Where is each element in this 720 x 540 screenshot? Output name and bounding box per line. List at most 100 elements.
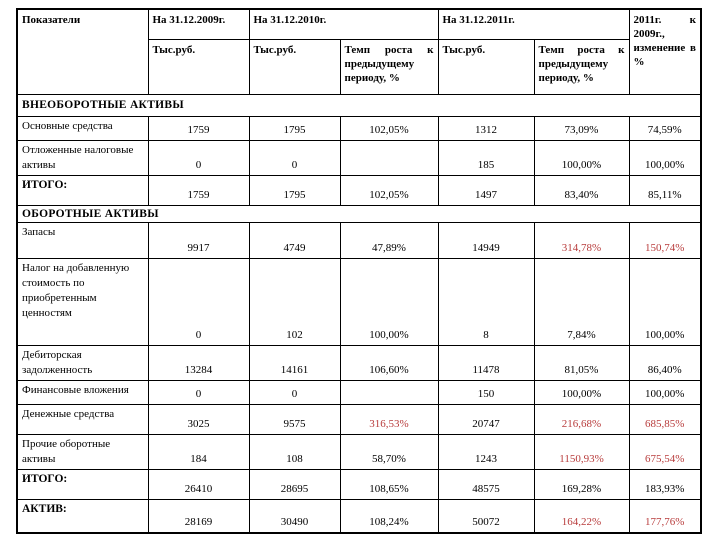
value-cell: 100,00% [339,257,439,346]
value-cell: 74,59% [628,115,702,141]
value-cell: 185 [437,139,535,176]
col-header-unit-2010: Тыс.руб. [248,38,341,95]
value-cell: 0 [147,379,250,405]
value-cell: 100,00% [628,379,702,405]
value-cell: 48575 [437,468,535,500]
value-cell: 1150,93% [533,433,630,470]
value-cell: 73,09% [533,115,630,141]
value-cell: 9917 [147,221,250,259]
col-header-date-2011: На 31.12.2011г. [437,8,630,40]
table-row: ИТОГО: 1759 1795 102,05% 1497 83,40% 85,11% [16,174,702,206]
value-cell: 30490 [248,498,341,534]
value-cell: 177,76% [628,498,702,534]
col-header-growth-2010: Темп роста к предыдущему периоду, % [339,38,439,95]
col-header-date-2009: На 31.12.2009г. [147,8,250,40]
row-label: Денежные средства [16,403,149,435]
table-row: Основные средства 1759 1795 102,05% 1312 73,0… [16,115,702,141]
section-label: ОБОРОТНЫЕ АКТИВЫ [16,204,702,223]
value-cell: 100,00% [628,139,702,176]
value-cell: 0 [147,257,250,346]
value-cell: 8 [437,257,535,346]
value-cell: 100,00% [533,379,630,405]
col-header-unit-2009: Тыс.руб. [147,38,250,95]
row-label: ИТОГО: [16,174,149,206]
value-cell: 316,53% [339,403,439,435]
value-cell: 0 [248,139,341,176]
table-header: Показатели На 31.12.2009г. На 31.12.2010… [16,8,702,95]
value-cell: 83,40% [533,174,630,206]
table-row: ИТОГО: 26410 28695 108,65% 48575 169,28% 183,9… [16,468,702,500]
value-cell: 14161 [248,344,341,381]
value-cell: 50072 [437,498,535,534]
value-cell: 184 [147,433,250,470]
value-cell: 100,00% [533,139,630,176]
col-header-date-2010: На 31.12.2010г. [248,8,439,40]
value-cell: 1243 [437,433,535,470]
value-cell: 106,60% [339,344,439,381]
row-label: Дебиторская задолженность [16,344,149,381]
value-cell: 1312 [437,115,535,141]
section-label: ВНЕОБОРОТНЫЕ АКТИВЫ [16,93,702,117]
value-cell: 20747 [437,403,535,435]
value-cell: 108 [248,433,341,470]
value-cell: 47,89% [339,221,439,259]
value-cell: 28695 [248,468,341,500]
table-row: Финансовые вложения 0 0 150 100,00% 100,00% [16,379,702,405]
value-cell: 26410 [147,468,250,500]
col-header-change-2011-to-2009: 2011г. к 2009г., изменение в % [628,8,702,95]
row-label: Финансовые вложения [16,379,149,405]
section-row: ОБОРОТНЫЕ АКТИВЫ [16,204,702,223]
table-row: Денежные средства 3025 9575 316,53% 20747 216… [16,403,702,435]
section-row: ВНЕОБОРОТНЫЕ АКТИВЫ [16,93,702,117]
col-header-unit-2011: Тыс.руб. [437,38,535,95]
table-row: Прочие оборотные активы 184 108 58,70% 1243 1… [16,433,702,470]
header-row-units: Тыс.руб. Тыс.руб. Темп роста к предыдуще… [17,38,701,95]
value-cell: 102,05% [339,115,439,141]
value-cell: 86,40% [628,344,702,381]
value-cell: 314,78% [533,221,630,259]
value-cell: 14949 [437,221,535,259]
value-cell: 102 [248,257,341,346]
value-cell: 150,74% [628,221,702,259]
header-row-dates: Показатели На 31.12.2009г. На 31.12.2010… [16,8,702,95]
value-cell: 164,22% [533,498,630,534]
value-cell: 1759 [147,115,250,141]
value-cell: 3025 [147,403,250,435]
value-cell: 85,11% [628,174,702,206]
table-row: АКТИВ: 28169 30490 108,24% 50072 164,22% 177,7… [16,498,702,534]
value-cell: 102,05% [339,174,439,206]
table-row: Отложенные налоговые активы 0 0 185 100,00% 1… [16,139,702,176]
value-cell: 108,65% [339,468,439,500]
col-header-growth-2011: Темп роста к предыдущему периоду, % [533,38,630,95]
value-cell [339,379,439,405]
value-cell: 9575 [248,403,341,435]
table-body: ВНЕОБОРОТНЫЕ АКТИВЫ Основные средства 1759… [16,93,702,534]
row-label: АКТИВ: [16,498,149,534]
value-cell: 4749 [248,221,341,259]
row-label: ИТОГО: [16,468,149,500]
value-cell: 58,70% [339,433,439,470]
value-cell: 11478 [437,344,535,381]
table-row: Запасы 9917 4749 47,89% 14949 314,78% 150,74% [16,221,702,259]
value-cell: 7,84% [533,257,630,346]
value-cell: 1497 [437,174,535,206]
value-cell [339,139,439,176]
table-row: Дебиторская задолженность 13284 14161 106,6… [16,344,702,381]
value-cell: 1795 [248,174,341,206]
value-cell: 81,05% [533,344,630,381]
row-label: Налог на добавленную стоимость по приобр… [16,257,149,346]
value-cell: 108,24% [339,498,439,534]
value-cell: 216,68% [533,403,630,435]
row-label: Основные средства [16,115,149,141]
row-label: Прочие оборотные активы [16,433,149,470]
value-cell: 13284 [147,344,250,381]
value-cell: 1795 [248,115,341,141]
value-cell: 150 [437,379,535,405]
value-cell: 675,54% [628,433,702,470]
value-cell: 183,93% [628,468,702,500]
value-cell: 0 [248,379,341,405]
table-row: Налог на добавленную стоимость по приобр… [16,257,702,346]
value-cell: 0 [147,139,250,176]
row-label: Отложенные налоговые активы [16,139,149,176]
